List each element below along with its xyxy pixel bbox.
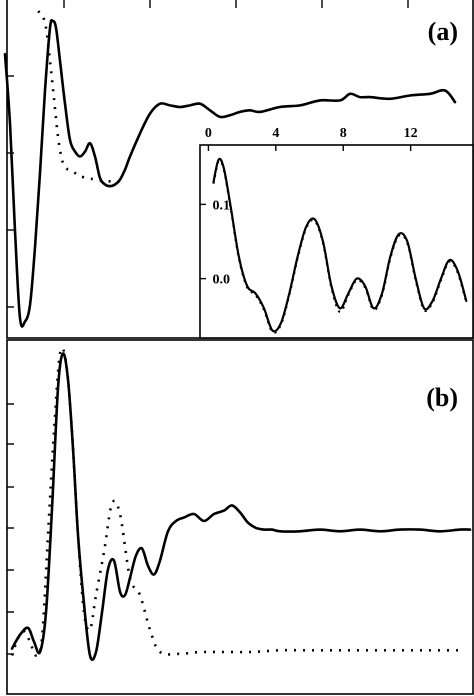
panel-b-solid-series	[10, 352, 472, 662]
panel-a-label: (a)	[428, 17, 458, 46]
panel-b: (b)	[6, 339, 474, 695]
inset-xtick-label: 12	[404, 126, 418, 141]
inset-background	[200, 145, 473, 338]
inset-frame	[199, 144, 474, 339]
panel-b-dotted-series	[10, 346, 460, 657]
inset-solid-series	[212, 157, 468, 333]
panel-b-frame	[6, 339, 474, 695]
inset-ticks	[200, 145, 412, 280]
panel-b-label: (b)	[426, 383, 458, 412]
panel-b-ticks	[7, 403, 14, 655]
inset-chart: 0 4 8 12 0.1 0.0	[199, 126, 474, 339]
inset-xtick-label: 4	[272, 126, 279, 141]
panel-a-solid-series	[3, 18, 457, 328]
inset-ytick-label: 0.1	[213, 198, 231, 213]
inset-xtick-label: 0	[205, 126, 212, 141]
panel-a-dotted-series	[37, 10, 126, 185]
inset-ytick-label: 0.0	[213, 273, 231, 288]
panel-a-ticks	[7, 0, 409, 308]
inset-tick-labels: 0 4 8 12 0.1 0.0	[205, 126, 418, 288]
inset-xtick-label: 8	[340, 126, 347, 141]
